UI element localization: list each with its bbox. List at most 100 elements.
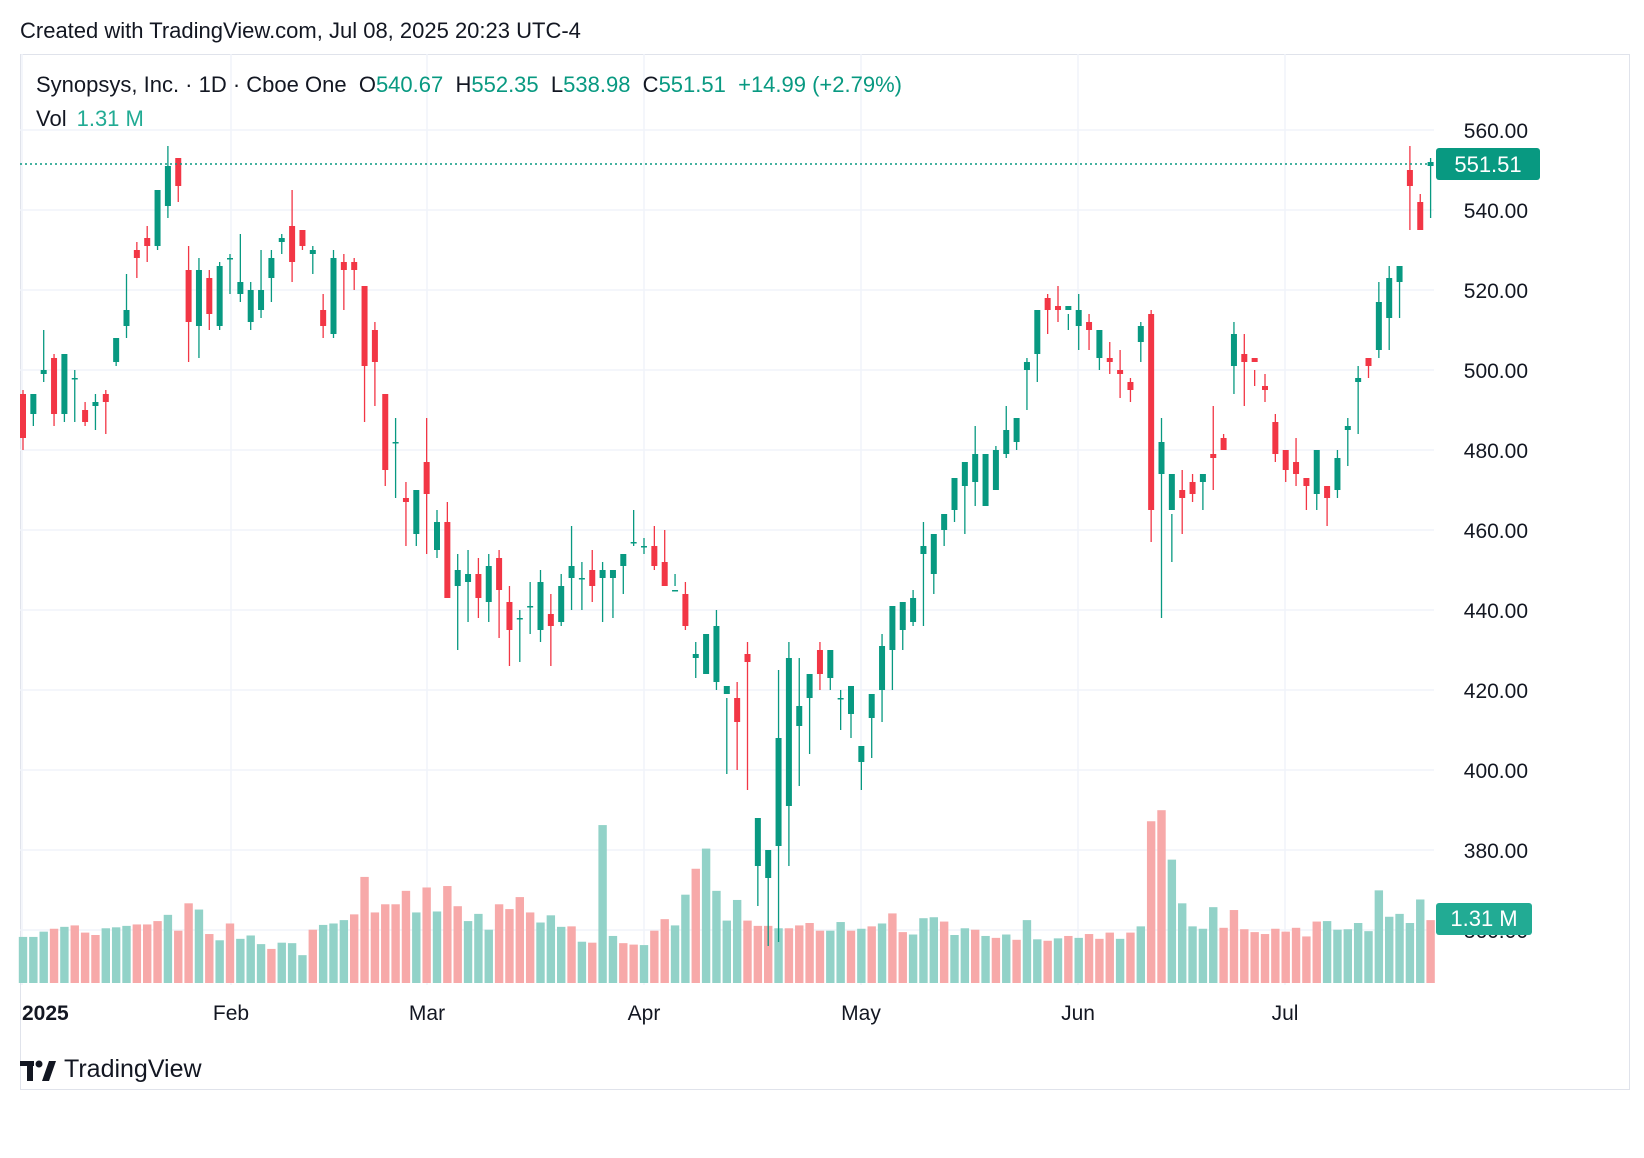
candle [661,530,668,586]
volume-bar [1167,859,1177,983]
candle [30,394,37,426]
candle-body [744,654,751,662]
candle-body [185,270,192,322]
candle-body [30,394,37,414]
chart-frame[interactable] [20,54,1630,1090]
volume-bar [525,912,535,983]
volume-bar [1312,921,1321,983]
candle [785,642,792,866]
candle [775,670,782,942]
candle [247,282,254,330]
candle-body [1386,278,1393,318]
volume-bar [174,930,183,983]
candle-body [796,706,803,726]
candle-body [1334,458,1341,490]
candle [816,642,823,690]
volume-bar [753,925,763,983]
volume-bar [608,935,618,983]
candle-body [227,258,233,260]
volume-bar [1188,926,1197,983]
candle-body [620,554,627,566]
candle-body [692,654,699,658]
candle [527,582,534,634]
candle-body [1055,306,1061,310]
price-tick-label: 520.00 [1464,280,1528,303]
candle-body [1303,478,1310,486]
price-tick-label: 500.00 [1464,360,1528,383]
candle-body [144,238,151,246]
candle [578,562,585,610]
candle [361,286,368,422]
candle-body [71,378,78,380]
candle [1065,306,1072,330]
candle [692,642,699,678]
candle-body [1158,442,1165,474]
candle [1313,450,1320,510]
candle [1334,450,1341,498]
volume-bar [153,921,162,983]
candle-body [599,570,606,578]
volume-bar [39,931,48,983]
candle-body [195,270,202,326]
open-value: 540.67 [375,72,444,97]
volume-bar [546,915,556,983]
candle-body [1417,202,1424,230]
volume-bar [163,914,173,983]
candle-body [268,258,275,278]
candle-body [1272,422,1279,454]
volume-bar [1157,810,1166,983]
time-tick-label: Mar [409,1002,445,1025]
candle [175,158,182,202]
volume-bar [1198,928,1208,983]
volume-bar [1260,934,1270,983]
candle-body [703,634,710,674]
candle [920,522,927,626]
candle-body [123,310,130,326]
candle-body [61,354,68,414]
candle [734,682,741,770]
candle-body [1220,438,1227,450]
ohlc-legend: Synopsys, Inc. · 1D · Cboe One O540.67 H… [36,72,902,98]
candle-body [133,250,140,258]
candle-body [1168,474,1175,510]
candle [972,426,979,506]
candle-body [237,282,244,294]
candle [806,674,813,754]
volume-bar [49,928,59,983]
volume-bar [29,936,38,983]
volume-bar [567,926,576,983]
candle-body [1230,334,1237,366]
candle-body [413,490,420,534]
candle [1158,418,1165,618]
candle [1262,374,1268,402]
volume-legend: Vol 1.31 M [36,106,144,132]
time-tick-label: Apr [628,1002,661,1025]
candle-body [216,266,223,326]
candle [951,478,958,522]
volume-bar [370,912,380,983]
price-axis: 560.00 540.00 520.00 500.00 480.00 460.00 440.… [1464,120,1528,943]
candle [102,390,109,434]
candle [195,258,202,358]
candle-body [1086,322,1093,330]
candle-body [496,558,503,590]
candle-body [558,586,565,622]
volume-bar [660,919,669,983]
volume-bar [60,926,69,983]
candle [1241,334,1248,406]
candle [568,526,575,610]
tradingview-logo[interactable]: TradingView [20,1055,202,1084]
candle [82,402,89,426]
volume-bar [391,904,400,983]
candle-body [1199,474,1206,482]
created-with-caption: Created with TradingView.com, Jul 08, 20… [20,18,581,43]
volume-bar [857,928,866,983]
candle-body [1117,370,1124,374]
candle-body [868,694,875,718]
candle [144,226,151,262]
candle [1013,418,1020,450]
volume-bar [784,928,794,983]
volume-bar [826,930,835,983]
candle [641,538,647,554]
